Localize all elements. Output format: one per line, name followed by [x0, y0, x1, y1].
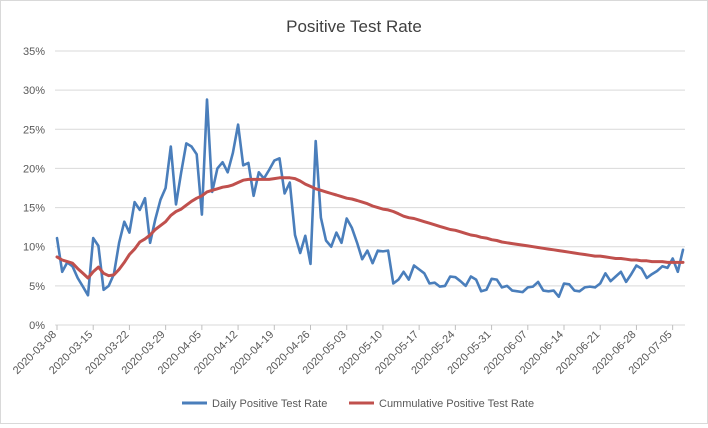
y-tick-label: 20% [23, 163, 45, 175]
y-tick-label: 15% [23, 203, 45, 215]
gridlines [55, 50, 685, 326]
legend: Daily Positive Test Rate Cummulative Posi… [182, 398, 534, 410]
series-line-daily [55, 98, 685, 299]
y-tick-label: 30% [23, 85, 45, 97]
series-line-cumulative [55, 176, 685, 280]
y-tick-label: 0% [29, 320, 45, 332]
series-lines [55, 98, 685, 299]
legend-label: Daily Positive Test Rate [212, 398, 327, 410]
y-tick-label: 25% [23, 124, 45, 136]
x-axis: 2020-03-082020-03-152020-03-222020-03-29… [11, 325, 675, 377]
y-tick-label: 5% [29, 281, 45, 293]
y-tick-label: 10% [23, 242, 45, 254]
y-axis: 0% 5% 10% 15% 20% 25% 30% 35% [23, 46, 45, 332]
chart-title: Positive Test Rate [286, 17, 422, 36]
y-tick-label: 35% [23, 46, 45, 58]
legend-label: Cummulative Positive Test Rate [379, 398, 534, 410]
